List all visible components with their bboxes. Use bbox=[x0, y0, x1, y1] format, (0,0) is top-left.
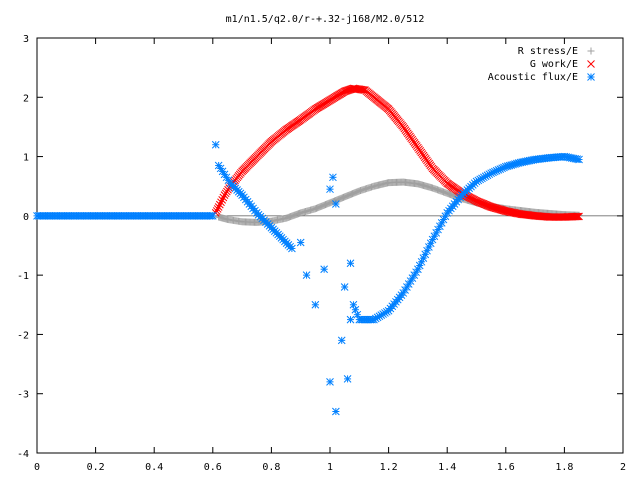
data-point bbox=[399, 289, 408, 297]
legend-marker bbox=[587, 47, 595, 55]
legend-label: Acoustic flux/E bbox=[488, 72, 578, 83]
x-tick-label: 2 bbox=[620, 462, 626, 473]
data-point bbox=[296, 238, 305, 247]
y-tick-label: -4 bbox=[17, 449, 29, 460]
data-point bbox=[208, 212, 217, 220]
x-tick-label: 0.4 bbox=[145, 462, 163, 473]
data-point bbox=[302, 271, 311, 279]
data-point bbox=[215, 200, 224, 209]
data-point bbox=[575, 212, 583, 221]
data-point bbox=[311, 300, 320, 309]
data-point bbox=[320, 265, 328, 274]
y-tick-label: -3 bbox=[17, 390, 29, 401]
x-tick-label: 0.6 bbox=[204, 462, 222, 473]
x-tick-label: 0 bbox=[34, 462, 40, 473]
data-point bbox=[219, 193, 228, 202]
data-point bbox=[218, 195, 227, 204]
legend-marker bbox=[587, 60, 595, 68]
data-point bbox=[572, 212, 581, 221]
data-point bbox=[332, 200, 340, 208]
data-point bbox=[326, 378, 334, 386]
axis-ticks: 0 0.2 0.4 0.6 0.8 1 1.2 1.4 1.6 1.8 2 -4 -3 -2 -1 0 1 2 3 bbox=[17, 34, 626, 473]
data-point bbox=[332, 407, 340, 416]
data-point bbox=[346, 315, 355, 324]
x-tick-label: 1.2 bbox=[380, 462, 398, 473]
data-point bbox=[423, 246, 431, 255]
data-point bbox=[211, 140, 220, 149]
x-tick-label: 1.6 bbox=[497, 462, 515, 473]
y-tick-label: 3 bbox=[23, 34, 29, 45]
data-point bbox=[404, 280, 413, 288]
x-tick-label: 0.2 bbox=[87, 462, 105, 473]
data-point bbox=[217, 198, 225, 207]
y-tick-label: 0 bbox=[23, 212, 29, 223]
legend-marker bbox=[587, 73, 595, 81]
data-point bbox=[288, 244, 296, 253]
x-tick-label: 1.4 bbox=[438, 462, 456, 473]
y-tick-label: -1 bbox=[17, 271, 29, 282]
legend: R stress/E G work/E Acoustic flux/E bbox=[488, 46, 595, 83]
x-tick-label: 1 bbox=[327, 462, 333, 473]
data-point bbox=[326, 185, 334, 194]
x-tick-label: 1.8 bbox=[555, 462, 573, 473]
y-tick-label: -2 bbox=[17, 330, 29, 341]
data-point bbox=[340, 283, 349, 291]
series-2 bbox=[33, 140, 583, 416]
x-tick-label: 0.8 bbox=[262, 462, 280, 473]
data-point bbox=[574, 212, 582, 221]
chart-title: m1/n1.5/q2.0/r-+.32-j168/M2.0/512 bbox=[226, 14, 425, 25]
y-tick-label: 1 bbox=[23, 153, 29, 164]
data-point bbox=[419, 254, 428, 262]
data-point bbox=[346, 259, 355, 268]
data-point bbox=[214, 203, 223, 211]
data-point bbox=[575, 155, 583, 164]
data-point bbox=[408, 274, 417, 282]
data-point bbox=[329, 173, 337, 182]
data-point bbox=[337, 336, 346, 345]
data-point bbox=[343, 375, 352, 383]
data-point bbox=[360, 86, 368, 94]
series-layer bbox=[33, 84, 583, 416]
legend-label: G work/E bbox=[530, 59, 578, 70]
series-1 bbox=[211, 84, 583, 221]
data-point bbox=[403, 283, 411, 291]
y-tick-label: 2 bbox=[23, 93, 29, 104]
legend-label: R stress/E bbox=[518, 46, 578, 57]
data-point bbox=[571, 212, 580, 221]
data-point bbox=[213, 205, 222, 213]
